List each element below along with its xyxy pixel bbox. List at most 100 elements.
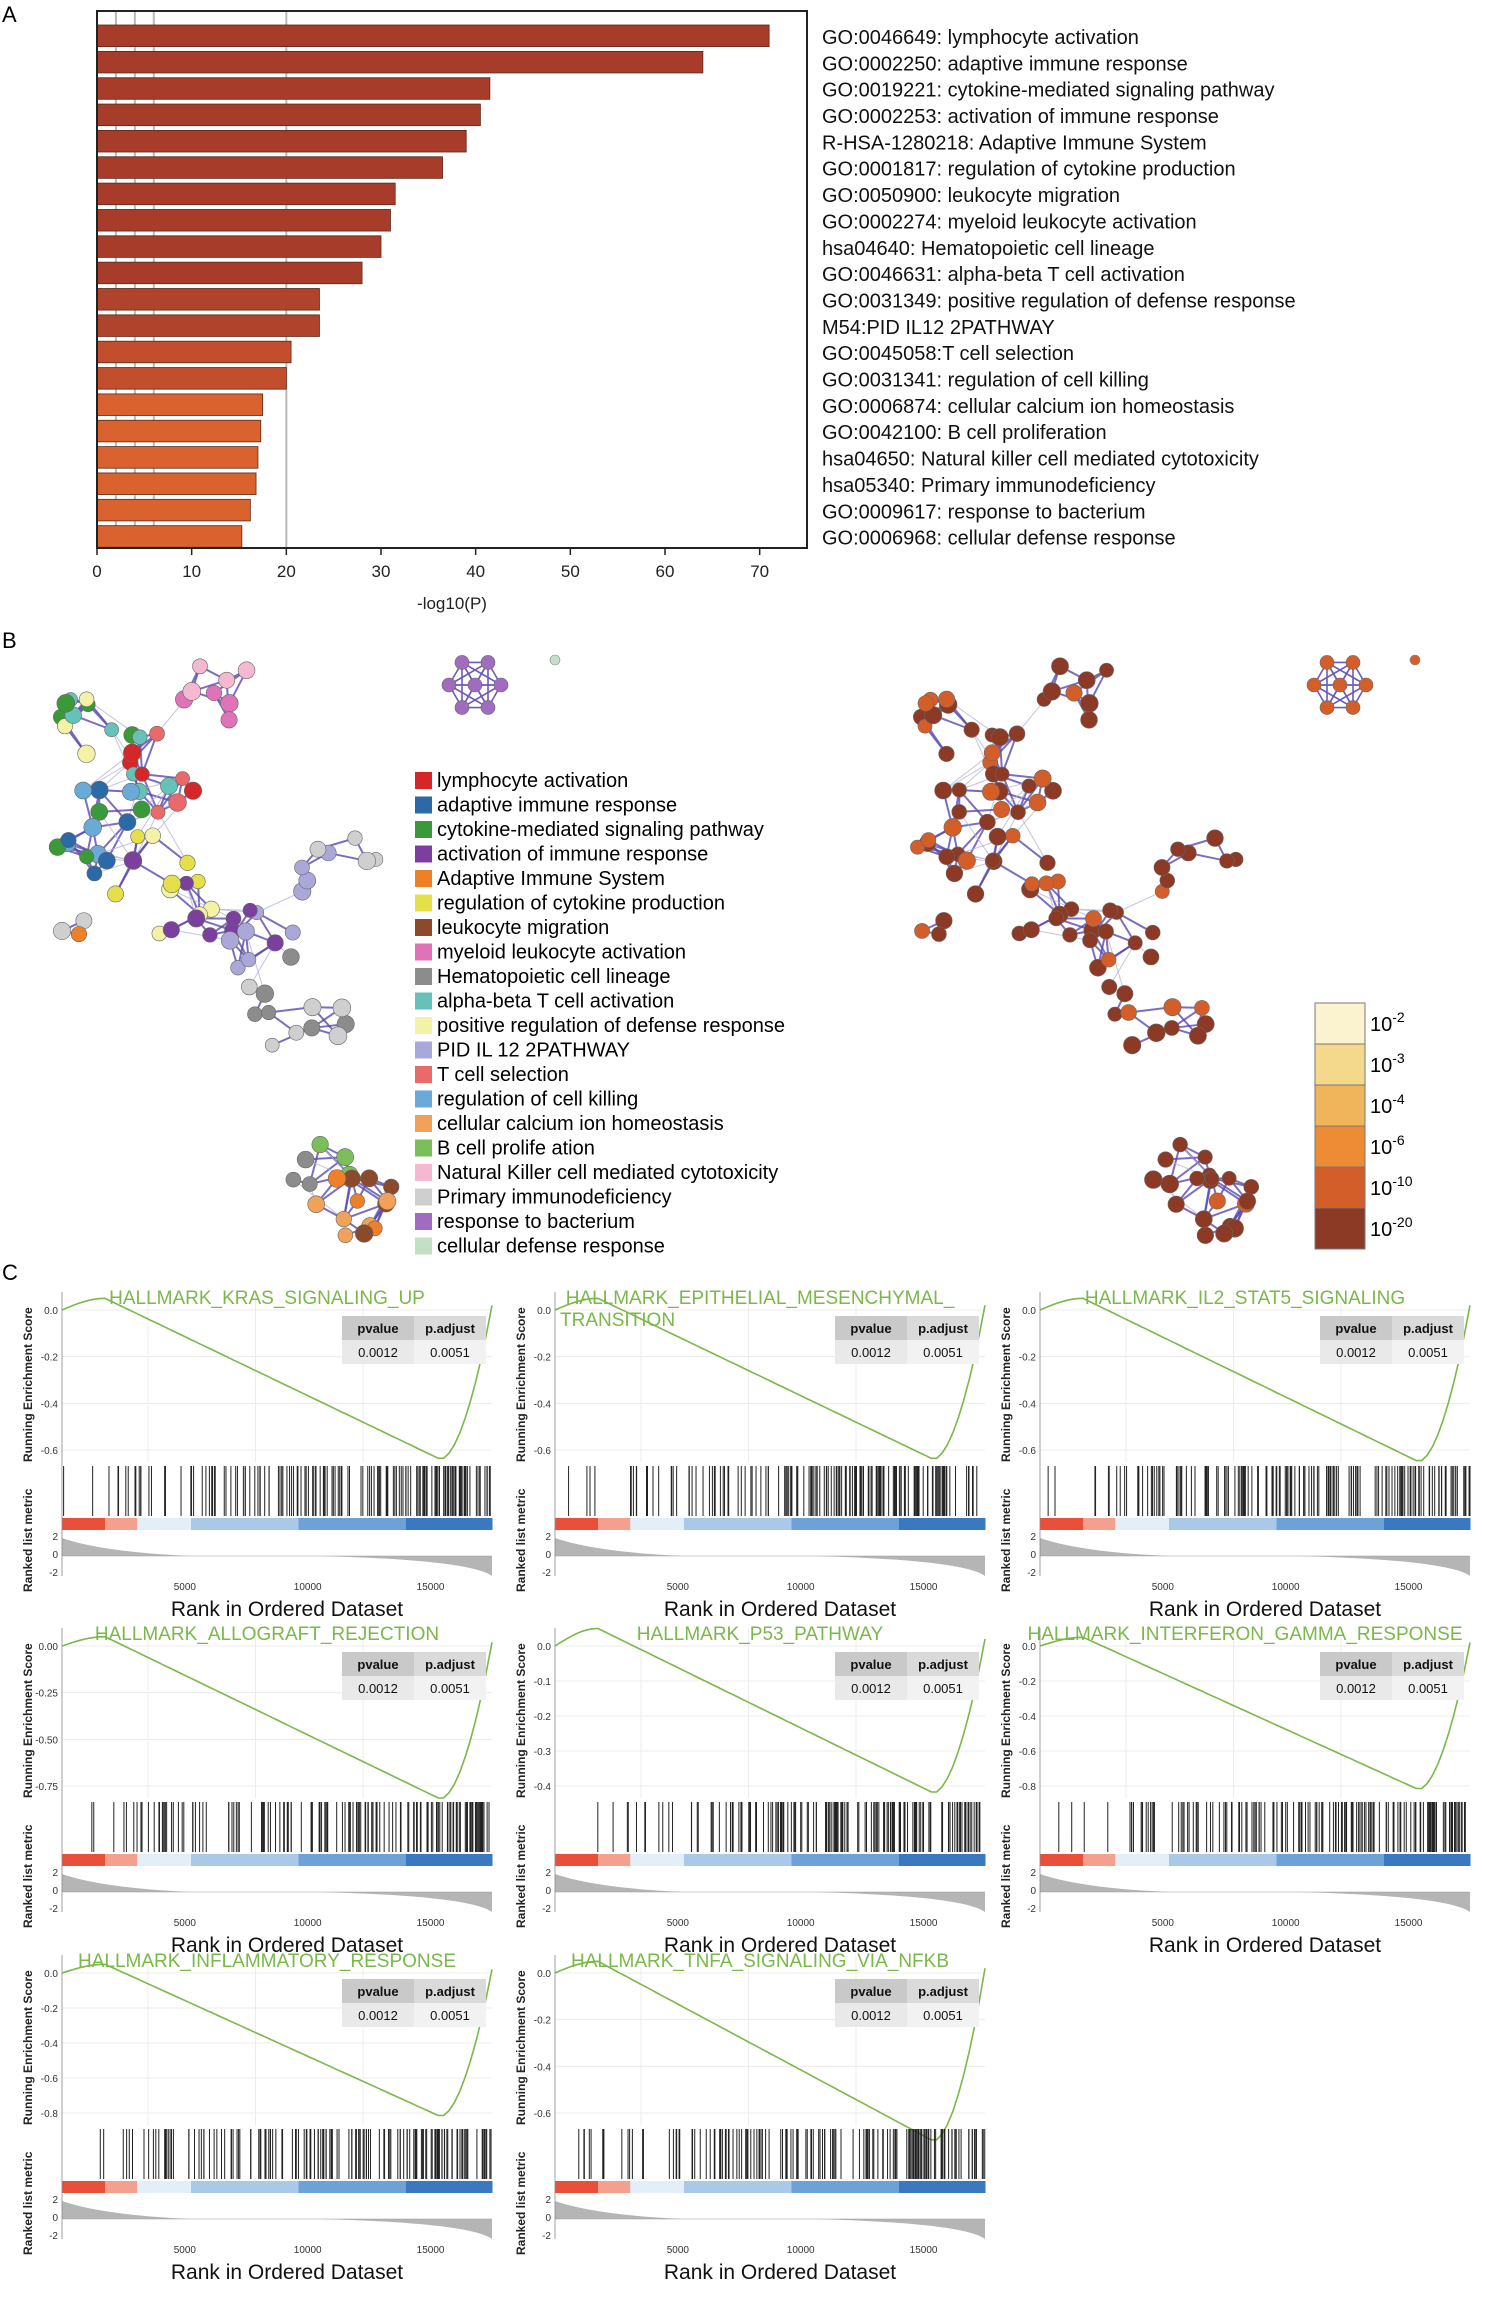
rank-color-bar xyxy=(780,2181,792,2193)
network-right-node xyxy=(1142,948,1160,966)
bar-label: GO:0050900: leukocyte migration xyxy=(822,185,1120,207)
rank-color-bar xyxy=(974,1854,986,1866)
y-tick-label: 0.0 xyxy=(537,1969,551,1980)
x-tick-label: 0 xyxy=(92,562,101,581)
rank-color-bar xyxy=(1190,1854,1202,1866)
rank-color-bar xyxy=(1222,1518,1234,1530)
enrichment-curve xyxy=(61,1297,493,1460)
y-axis-label: Running Enrichment Score xyxy=(21,1970,35,2125)
rank-color-bar xyxy=(201,1854,213,1866)
table-cell xyxy=(835,1340,907,1364)
rank-color-bar xyxy=(1308,1518,1320,1530)
y-tick-label: -0.75 xyxy=(35,1782,58,1793)
bar-label: hsa04640: Hematopoietic cell lineage xyxy=(822,238,1154,260)
rank-color-bar xyxy=(630,1854,642,1866)
rank-color-bar xyxy=(1351,1854,1363,1866)
x-tick-label: 10000 xyxy=(294,1582,322,1593)
rank-color-bar xyxy=(352,1518,364,1530)
rank-color-bar xyxy=(651,1518,663,1530)
network-right-node xyxy=(963,721,980,738)
y-tick-label: -0.6 xyxy=(41,2074,59,2085)
rank-color-bar xyxy=(363,2181,375,2193)
network-left-node xyxy=(202,927,218,943)
rank-color-bar xyxy=(1255,1518,1267,1530)
network-left-node xyxy=(378,1192,397,1211)
rank-color-bar xyxy=(158,2181,170,2193)
table-cell xyxy=(342,1340,414,1364)
rank-color-bar xyxy=(223,1518,235,1530)
rank-color-bar xyxy=(83,2181,95,2193)
rank-color-bar xyxy=(126,2181,138,2193)
rank-color-bar xyxy=(716,2181,728,2193)
network-left-node xyxy=(74,781,92,800)
y-tick-label: -0.4 xyxy=(1019,1399,1037,1410)
x-tick-label: 20 xyxy=(277,562,296,581)
network-panel: lymphocyte activation adaptive immune res… xyxy=(48,654,1421,1258)
network-right-node xyxy=(1120,1004,1137,1021)
rank-color-bar xyxy=(780,1518,792,1530)
x-tick-label: 40 xyxy=(466,562,485,581)
metric-tick-label: -2 xyxy=(49,1904,58,1915)
rank-color-bar xyxy=(963,2181,975,2193)
x-tick-label: 15000 xyxy=(417,2245,445,2256)
rank-color-bar xyxy=(94,1854,106,1866)
y-tick-label: -0.6 xyxy=(1019,1446,1037,1457)
rank-color-bar xyxy=(952,2181,964,2193)
metric-tick-label: -2 xyxy=(1027,1568,1036,1579)
table-header-cell xyxy=(907,1979,979,2003)
x-tick-label: 10000 xyxy=(787,2245,815,2256)
rank-color-bar xyxy=(791,1854,803,1866)
bar xyxy=(96,340,292,364)
rank-color-bar xyxy=(555,1854,567,1866)
legend-swatch xyxy=(415,943,432,961)
metric-tick-label: 2 xyxy=(545,1532,551,1543)
legend-swatch xyxy=(415,1237,432,1255)
network-left-node xyxy=(264,1037,280,1053)
rank-color-bar xyxy=(1040,1518,1052,1530)
rank-color-bar xyxy=(137,1518,149,1530)
network-right-node xyxy=(1038,875,1055,892)
bar xyxy=(96,156,443,179)
x-axis-label: Rank in Ordered Dataset xyxy=(664,1598,896,1621)
legend-swatch xyxy=(415,1115,432,1132)
rank-color-bar xyxy=(630,1518,642,1530)
x-tick-label: 5000 xyxy=(174,2245,197,2256)
network-right-node xyxy=(994,766,1010,782)
legend-swatch xyxy=(415,821,432,838)
network-left-node xyxy=(327,1169,347,1188)
rank-color-bar xyxy=(1233,1518,1245,1530)
legend-swatch xyxy=(415,1164,432,1181)
rank-color-bar xyxy=(212,1518,224,1530)
x-axis-label: Rank in Ordered Dataset xyxy=(171,2261,403,2284)
rank-color-bar xyxy=(481,1854,493,1866)
metric-area xyxy=(62,1874,191,1892)
network-left-node xyxy=(349,1193,365,1209)
bar-label: M54:PID IL12 2PATHWAY xyxy=(822,317,1055,339)
rank-color-bar xyxy=(330,2181,342,2193)
network-right-node xyxy=(1039,854,1056,871)
rank-color-bar xyxy=(931,2181,943,2193)
legend-label: B cell prolife ation xyxy=(437,1138,595,1160)
table-header: p.adjust xyxy=(425,1321,476,1336)
network-right-node xyxy=(938,848,955,865)
panel-label-a: A xyxy=(2,2,17,27)
rank-color-bar xyxy=(651,1854,663,1866)
bar xyxy=(96,367,287,390)
rank-color-bar xyxy=(727,1518,739,1530)
metric-area xyxy=(555,2201,684,2219)
bar-label: GO:0042100: B cell proliferation xyxy=(822,422,1107,444)
rank-color-bar xyxy=(459,1518,471,1530)
metric-tick-label: 0 xyxy=(52,2213,58,2224)
bar xyxy=(96,209,391,232)
table-header-cell xyxy=(1320,1652,1392,1676)
metric-tick-label: 0 xyxy=(52,1886,58,1897)
isolated-cluster-right-node xyxy=(1319,700,1335,715)
y-tick-label: -0.2 xyxy=(534,2016,552,2027)
isolated-cluster-left-node xyxy=(467,677,483,693)
network-left-edge xyxy=(169,888,234,920)
legend-label: myeloid leukocyte activation xyxy=(437,942,686,964)
rank-color-bar xyxy=(1330,1854,1342,1866)
rank-color-bar xyxy=(126,1518,138,1530)
legend-label: cytokine-mediated signaling pathway xyxy=(437,819,764,841)
rank-color-bar xyxy=(373,1854,385,1866)
